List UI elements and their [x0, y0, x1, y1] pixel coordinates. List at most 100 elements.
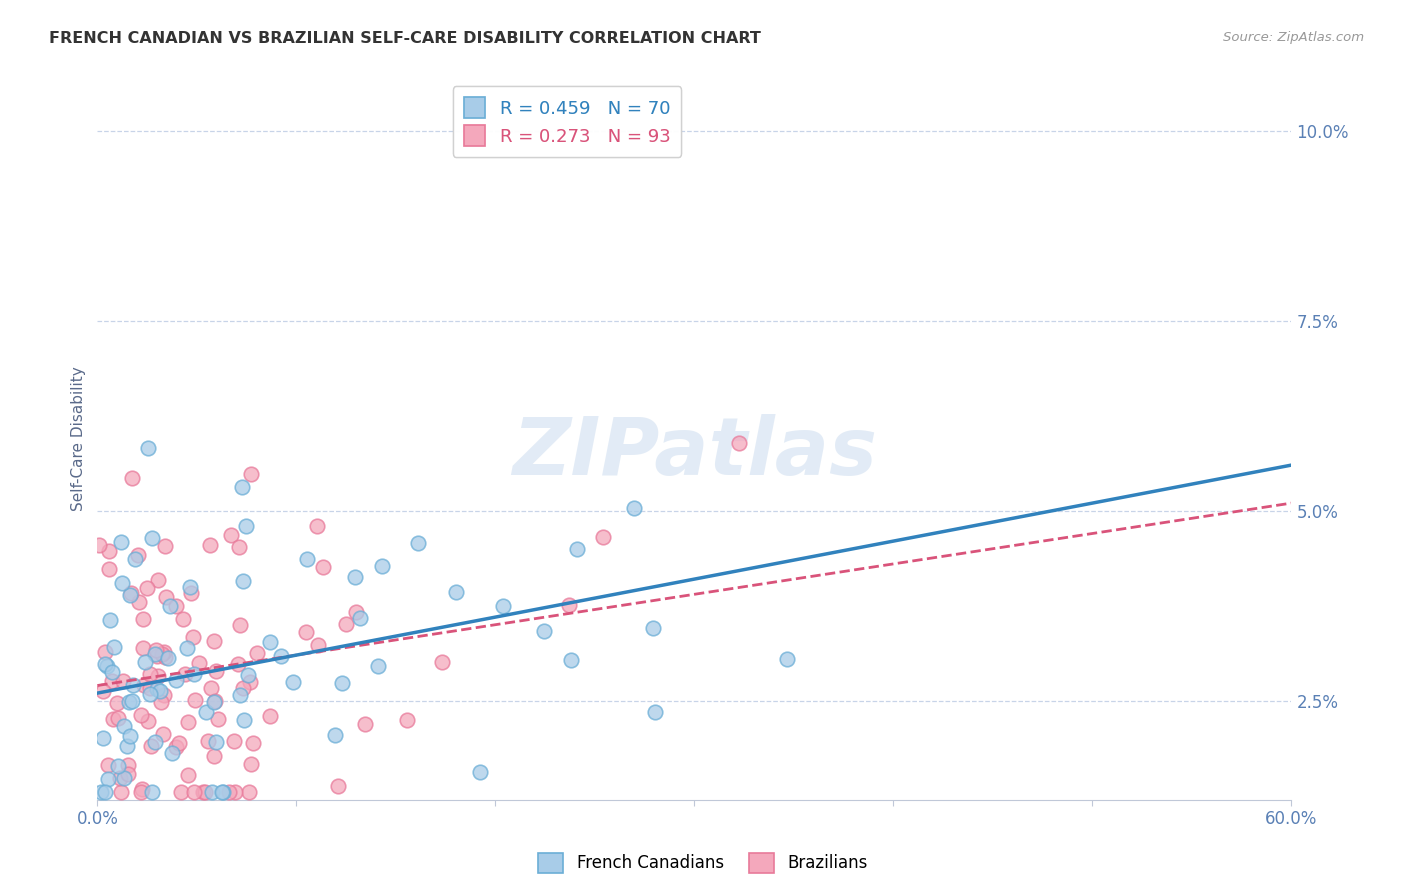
Point	[165, 740, 187, 755]
Point	[187, 656, 209, 670]
Point	[107, 759, 129, 773]
Point	[165, 673, 187, 687]
Point	[136, 441, 159, 455]
Point	[323, 728, 346, 742]
Point	[222, 734, 245, 748]
Point	[112, 673, 135, 688]
Point	[159, 599, 181, 613]
Point	[204, 694, 226, 708]
Point	[218, 785, 240, 799]
Text: ZIPatlas: ZIPatlas	[512, 414, 877, 491]
Point	[143, 647, 166, 661]
Point	[117, 767, 139, 781]
Point	[533, 624, 555, 639]
Point	[167, 736, 190, 750]
Point	[295, 625, 318, 640]
Point	[228, 617, 250, 632]
Point	[307, 638, 329, 652]
Point	[131, 782, 153, 797]
Text: FRENCH CANADIAN VS BRAZILIAN SELF-CARE DISABILITY CORRELATION CHART: FRENCH CANADIAN VS BRAZILIAN SELF-CARE D…	[49, 31, 761, 46]
Point	[145, 642, 167, 657]
Point	[97, 757, 120, 772]
Point	[205, 664, 228, 678]
Point	[259, 709, 281, 723]
Point	[98, 543, 121, 558]
Point	[121, 694, 143, 708]
Point	[139, 667, 162, 681]
Point	[326, 779, 349, 793]
Point	[146, 573, 169, 587]
Point	[283, 674, 305, 689]
Point	[155, 590, 177, 604]
Point	[136, 714, 159, 728]
Point	[141, 785, 163, 799]
Point	[295, 551, 318, 566]
Point	[202, 695, 225, 709]
Legend: R = 0.459   N = 70, R = 0.273   N = 93: R = 0.459 N = 70, R = 0.273 N = 93	[453, 87, 681, 157]
Point	[226, 657, 249, 671]
Point	[246, 646, 269, 660]
Point	[644, 706, 666, 720]
Point	[117, 757, 139, 772]
Point	[127, 549, 149, 563]
Point	[183, 666, 205, 681]
Point	[179, 580, 201, 594]
Point	[212, 785, 235, 799]
Point	[101, 674, 124, 689]
Point	[132, 640, 155, 655]
Point	[232, 713, 254, 727]
Point	[468, 765, 491, 780]
Point	[204, 634, 226, 648]
Point	[229, 688, 252, 702]
Point	[143, 735, 166, 749]
Point	[172, 612, 194, 626]
Point	[395, 713, 418, 727]
Point	[181, 630, 204, 644]
Point	[110, 785, 132, 799]
Point	[112, 772, 135, 786]
Point	[153, 539, 176, 553]
Point	[97, 772, 120, 786]
Point	[146, 648, 169, 663]
Point	[149, 684, 172, 698]
Point	[150, 695, 173, 709]
Point	[349, 611, 371, 625]
Point	[141, 531, 163, 545]
Point	[160, 747, 183, 761]
Point	[592, 530, 614, 544]
Point	[155, 650, 177, 665]
Point	[344, 570, 367, 584]
Point	[121, 678, 143, 692]
Point	[430, 655, 453, 669]
Point	[307, 519, 329, 533]
Point	[259, 635, 281, 649]
Point	[165, 599, 187, 613]
Point	[152, 688, 174, 702]
Point	[146, 681, 169, 696]
Point	[136, 581, 159, 595]
Point	[89, 538, 111, 552]
Point	[238, 785, 260, 799]
Point	[101, 712, 124, 726]
Point	[118, 588, 141, 602]
Y-axis label: Self-Care Disability: Self-Care Disability	[72, 366, 86, 511]
Point	[90, 785, 112, 799]
Point	[197, 734, 219, 748]
Point	[110, 534, 132, 549]
Point	[330, 676, 353, 690]
Point	[129, 785, 152, 799]
Point	[139, 739, 162, 753]
Point	[112, 719, 135, 733]
Point	[194, 785, 217, 799]
Point	[191, 785, 214, 799]
Point	[236, 668, 259, 682]
Point	[270, 649, 292, 664]
Point	[202, 749, 225, 764]
Point	[91, 731, 114, 746]
Point	[776, 652, 799, 666]
Point	[201, 785, 224, 799]
Point	[371, 559, 394, 574]
Point	[204, 735, 226, 749]
Point	[115, 739, 138, 754]
Point	[132, 611, 155, 625]
